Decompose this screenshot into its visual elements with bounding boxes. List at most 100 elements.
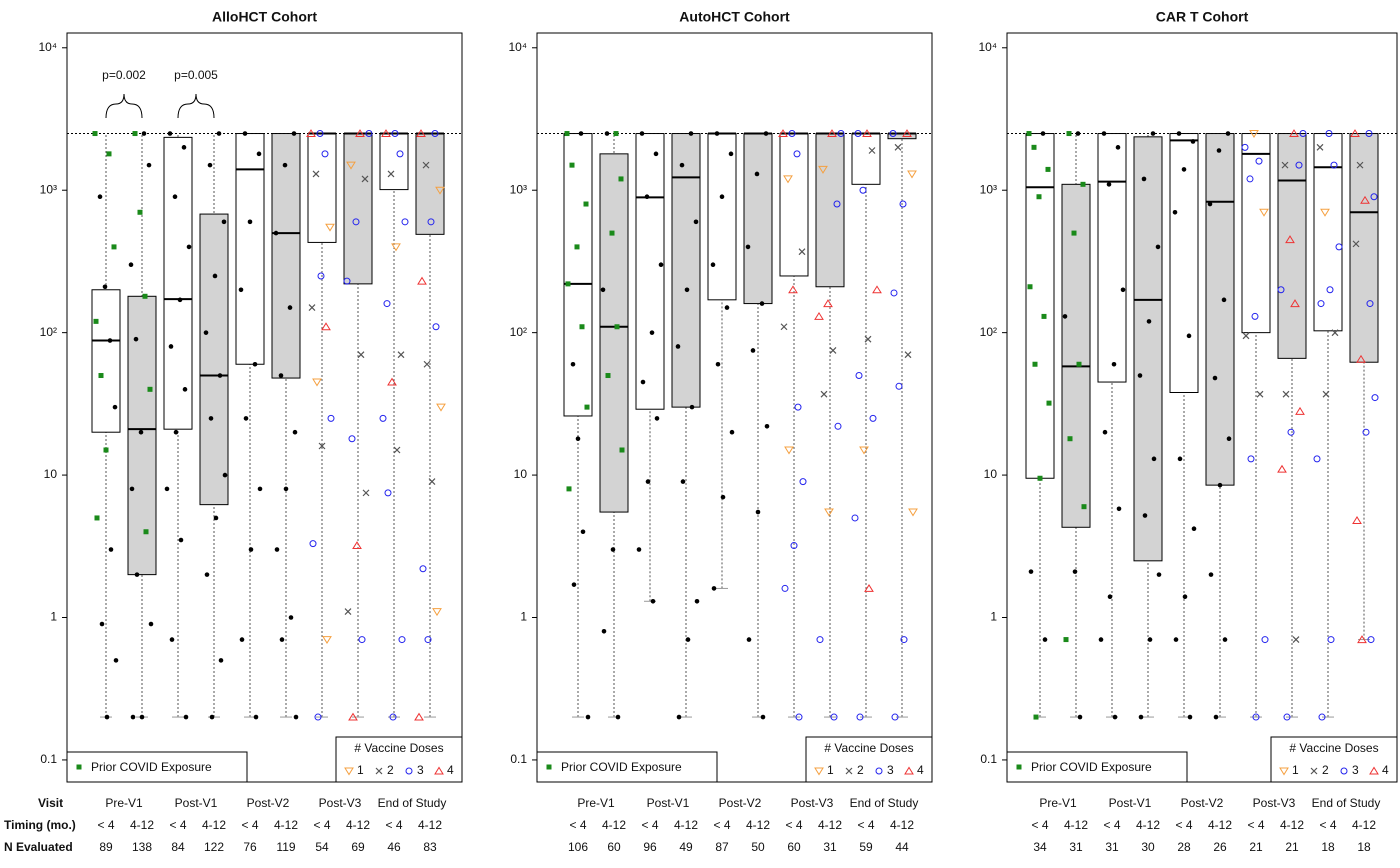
- point: [1115, 145, 1121, 150]
- point: [1155, 244, 1161, 250]
- point-dose-1: [814, 767, 824, 776]
- point: [247, 219, 253, 225]
- point: [639, 131, 645, 136]
- point: [178, 537, 184, 543]
- point: [570, 361, 576, 367]
- point-dose-3: [1299, 130, 1307, 138]
- point-dose-4: [306, 129, 316, 138]
- n-label: 60: [607, 840, 621, 854]
- point-prior: [619, 447, 625, 453]
- point-dose-2: [820, 390, 828, 398]
- point-dose-2: [868, 147, 876, 154]
- brace: [105, 93, 143, 119]
- timing-label: 4-12: [1208, 818, 1232, 832]
- point: [604, 131, 610, 136]
- point-dose-4: [1295, 406, 1305, 415]
- point: [719, 194, 725, 200]
- point: [610, 547, 616, 552]
- point-dose-4: [788, 285, 798, 294]
- point-dose-4: [416, 129, 426, 138]
- point-dose-3: [834, 422, 842, 430]
- point-dose-3: [343, 277, 351, 285]
- timing-label: 4-12: [202, 818, 226, 832]
- y-tick-label: 10: [514, 467, 528, 481]
- point-dose-2: [344, 608, 352, 616]
- point: [760, 714, 766, 720]
- point-dose-3: [1340, 767, 1348, 775]
- timing-label: < 4: [641, 818, 658, 832]
- point-dose-2: [318, 442, 326, 450]
- point-dose-3: [379, 414, 387, 422]
- box: [1133, 136, 1163, 562]
- legend-doses-title: # Vaccine Doses: [354, 741, 443, 755]
- point-dose-1: [344, 767, 354, 776]
- point-dose-3: [816, 636, 824, 644]
- point-dose-3: [900, 636, 908, 644]
- timing-label: < 4: [1319, 818, 1336, 832]
- legend-dose-label: 1: [827, 763, 834, 777]
- point: [585, 714, 591, 720]
- timing-label: 4-12: [674, 818, 698, 832]
- y-tick-label: 10³: [40, 182, 57, 196]
- point-prior: [579, 324, 585, 330]
- point-dose-2: [362, 489, 370, 497]
- point-dose-4: [1277, 464, 1287, 473]
- point: [1146, 319, 1152, 324]
- point: [183, 714, 189, 720]
- point: [283, 486, 289, 492]
- point-prior: [584, 404, 590, 410]
- point: [1062, 314, 1068, 319]
- point: [1225, 131, 1231, 136]
- n-label: 31: [823, 840, 837, 854]
- p-value: p=0.005: [174, 68, 218, 82]
- point-dose-3: [859, 186, 867, 194]
- point: [128, 262, 134, 267]
- point: [1150, 131, 1156, 136]
- y-tick-label: 1: [520, 610, 527, 624]
- point: [108, 547, 114, 552]
- point-dose-4: [1369, 766, 1379, 775]
- box: [563, 133, 593, 417]
- point-prior: [1027, 284, 1033, 290]
- timing-label: 4-12: [418, 818, 442, 832]
- point-dose-4: [778, 129, 788, 138]
- n-label: 59: [859, 840, 873, 854]
- point: [1042, 637, 1048, 642]
- point: [292, 429, 298, 435]
- point: [1226, 436, 1232, 442]
- point-dose-4: [827, 129, 837, 138]
- point-dose-3: [424, 636, 432, 644]
- point: [216, 131, 222, 136]
- box: [1241, 133, 1271, 334]
- box: [379, 133, 409, 191]
- timing-label: 4-12: [1064, 818, 1088, 832]
- point-dose-3: [790, 542, 798, 550]
- point: [710, 262, 716, 267]
- legend-dose-label: 3: [417, 763, 424, 777]
- point-dose-3: [1255, 157, 1263, 165]
- point-dose-2: [308, 304, 316, 311]
- point: [257, 486, 263, 492]
- point-prior: [1081, 504, 1087, 510]
- legend-prior-label: Prior COVID Exposure: [91, 760, 212, 774]
- point-dose-3: [1367, 636, 1375, 644]
- point: [764, 424, 770, 429]
- point-dose-3: [1325, 130, 1333, 138]
- timing-label: 4-12: [602, 818, 626, 832]
- point-dose-3: [391, 130, 399, 138]
- point-dose-3: [1277, 286, 1285, 294]
- box: [127, 295, 157, 576]
- point-dose-2: [798, 248, 806, 256]
- point: [1147, 637, 1153, 642]
- point-dose-2: [393, 446, 401, 454]
- point-dose-1: [391, 243, 401, 252]
- point-dose-1: [824, 508, 834, 517]
- visit-label: Post-V2: [719, 796, 762, 810]
- point: [177, 297, 183, 303]
- point: [256, 151, 262, 157]
- y-tick-label: 10²: [510, 325, 527, 339]
- legend-doses-title: # Vaccine Doses: [1289, 741, 1378, 755]
- n-label: 76: [243, 840, 257, 854]
- timing-label: < 4: [385, 818, 402, 832]
